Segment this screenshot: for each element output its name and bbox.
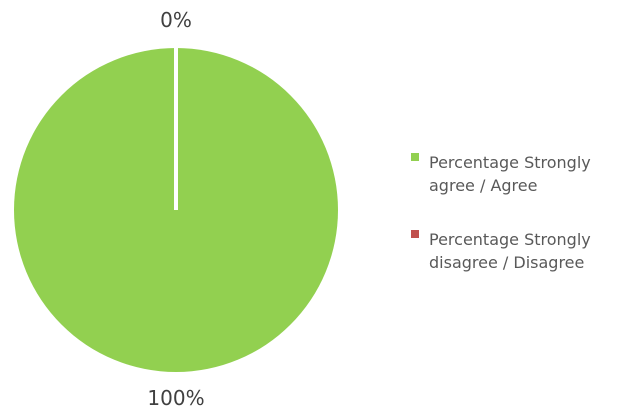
legend-item-agree: Percentage Strongly agree / Agree [411, 153, 596, 195]
legend: Percentage Strongly agree / Agree Percen… [411, 153, 596, 272]
legend-label-agree-line1: Percentage Strongly [429, 153, 591, 172]
legend-swatch-agree [411, 153, 419, 161]
legend-item-disagree: Percentage Strongly disagree / Disagree [411, 230, 596, 272]
pie-slices [14, 48, 338, 372]
legend-label-agree-line2: agree / Agree [429, 176, 537, 195]
legend-label-disagree-line2: disagree / Disagree [429, 253, 584, 272]
data-label-disagree: 0% [160, 8, 192, 32]
legend-label-disagree: Percentage Strongly disagree / Disagree [429, 230, 596, 272]
legend-label-agree: Percentage Strongly agree / Agree [429, 153, 596, 195]
legend-swatch-disagree [411, 230, 419, 238]
data-label-agree: 100% [147, 386, 204, 410]
legend-label-disagree-line1: Percentage Strongly [429, 230, 591, 249]
